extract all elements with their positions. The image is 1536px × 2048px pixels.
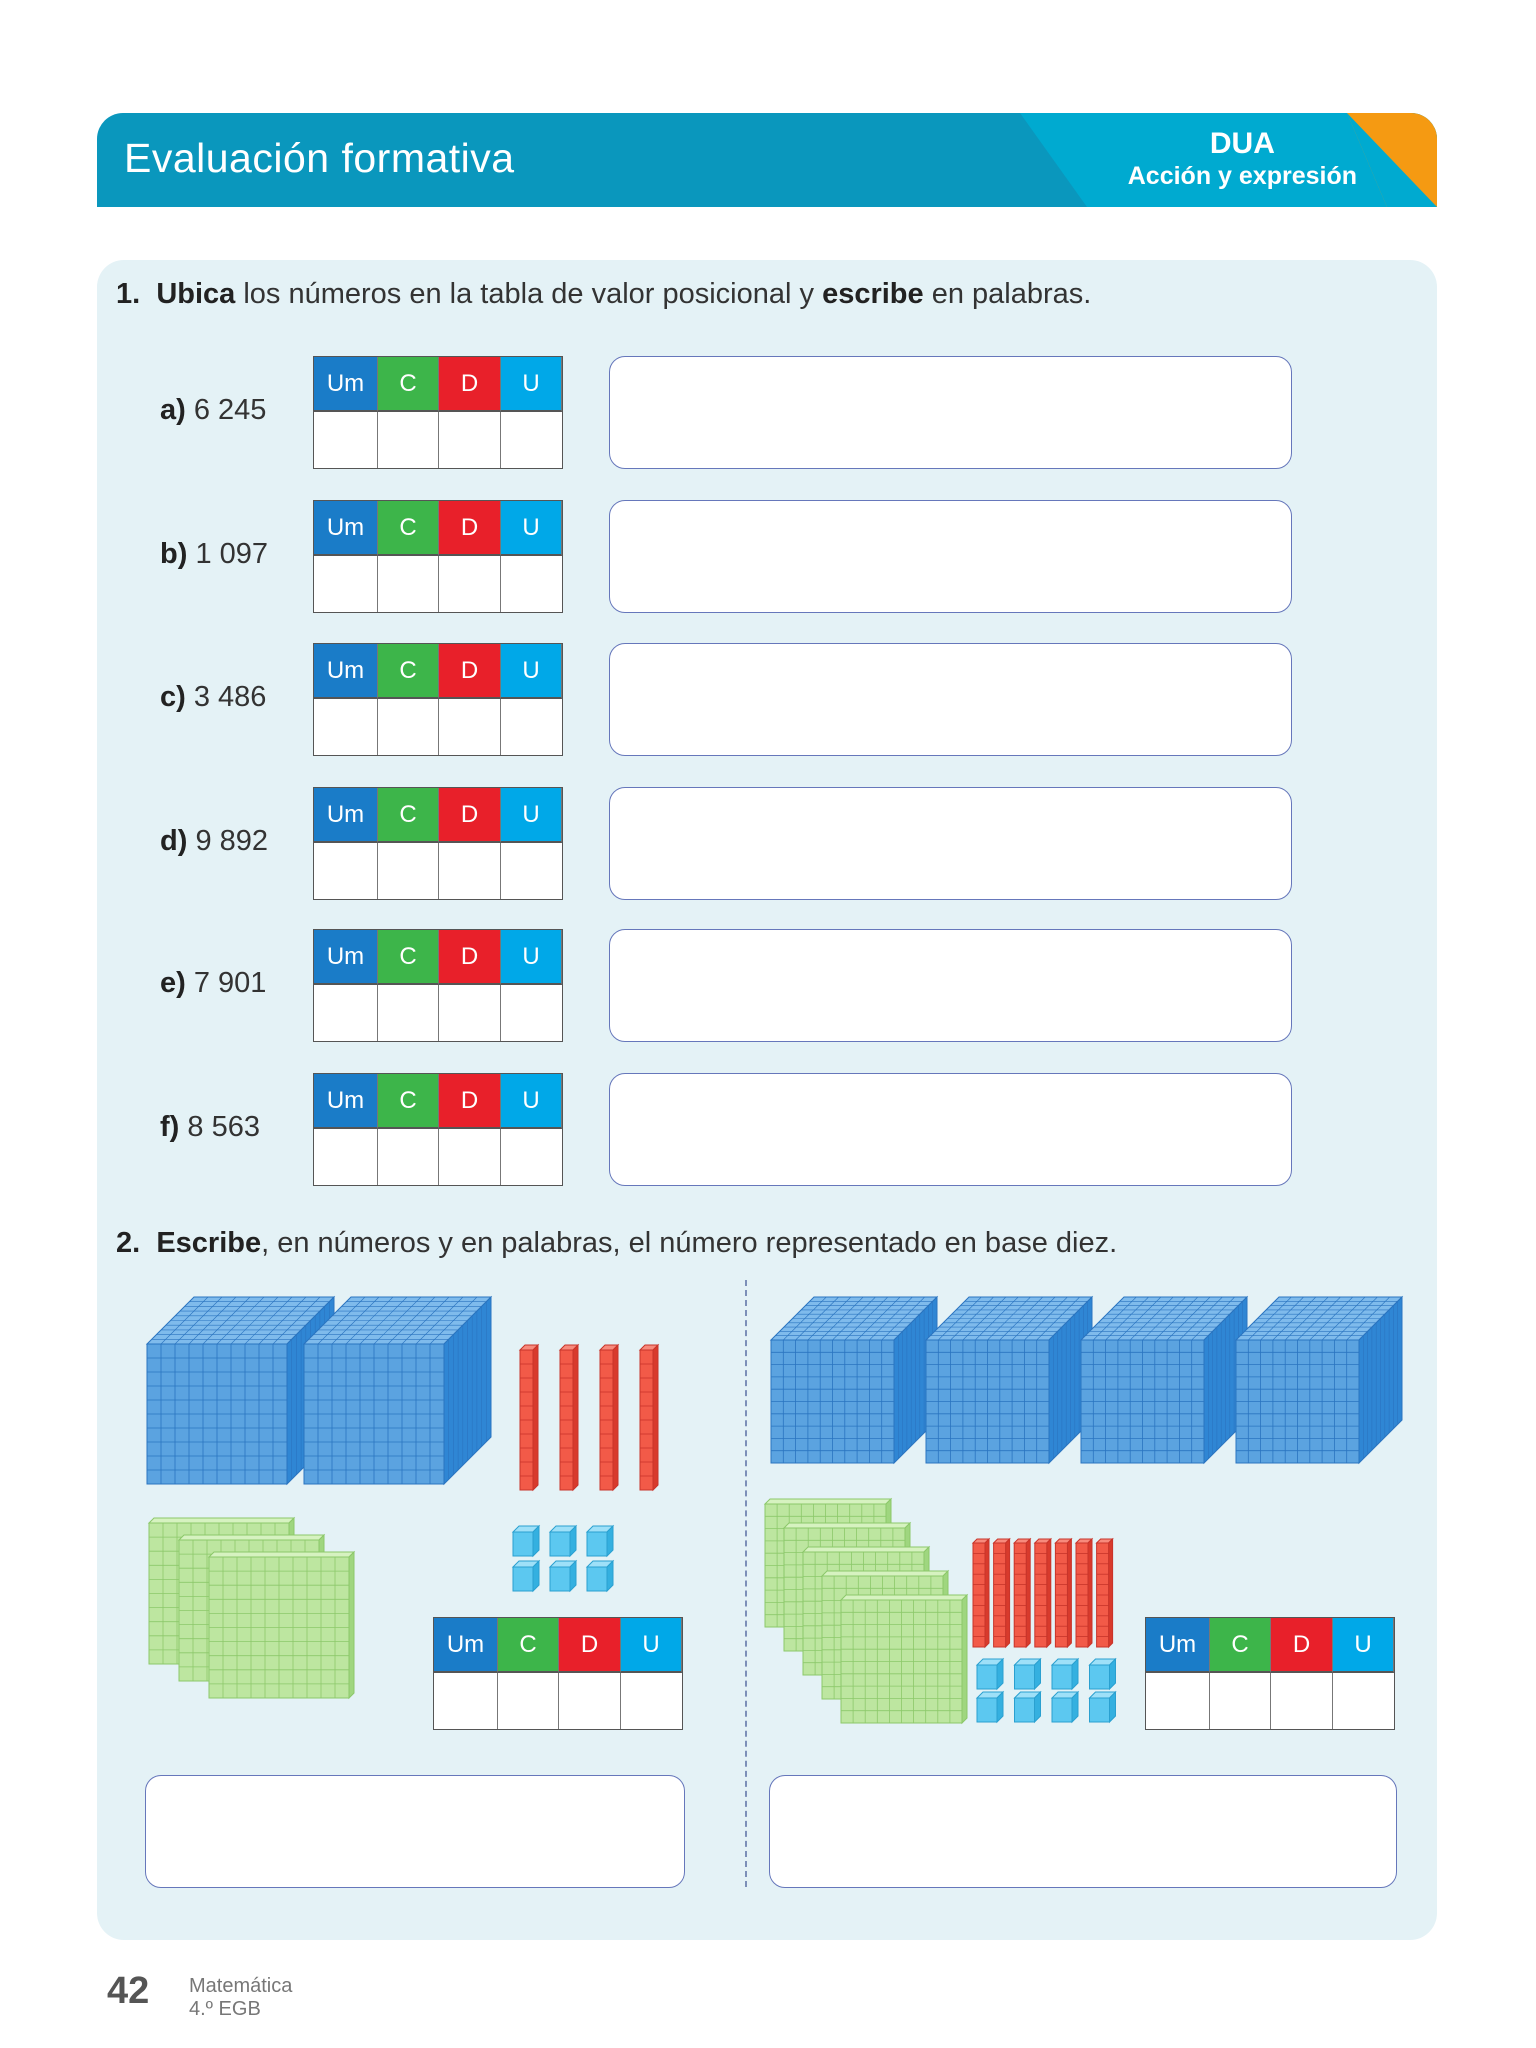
footer-grade: 4.º EGB — [189, 1998, 261, 2020]
badge-background — [1020, 113, 1437, 207]
digit-cell[interactable] — [378, 412, 439, 468]
column-header: Um — [314, 1074, 378, 1129]
column-header: Um — [1146, 1618, 1210, 1673]
answer-box[interactable] — [609, 929, 1292, 1042]
digit-cell[interactable] — [378, 699, 439, 755]
column-header: U — [501, 1074, 562, 1129]
column-header: Um — [314, 930, 378, 985]
place-value-table-right: Um C D U — [1145, 1617, 1395, 1730]
digit-cell[interactable] — [501, 412, 562, 468]
badge-subtitle: Acción y expresión — [1127, 162, 1357, 190]
column-header: D — [439, 930, 501, 985]
answer-box[interactable] — [609, 787, 1292, 900]
digit-cell[interactable] — [378, 985, 439, 1041]
digit-cell[interactable] — [439, 412, 501, 468]
column-header: C — [378, 1074, 439, 1129]
column-header: C — [378, 501, 439, 556]
digit-cell[interactable] — [501, 556, 562, 612]
digit-cell[interactable] — [378, 556, 439, 612]
item-label: b) 1 097 — [160, 538, 269, 570]
section-header: Evaluación formativa DUA Acción y expres… — [97, 113, 1437, 207]
digit-cell[interactable] — [501, 699, 562, 755]
place-value-table: Um C D U — [313, 929, 563, 1042]
digit-cell[interactable] — [501, 985, 562, 1041]
column-header: D — [439, 1074, 501, 1129]
digit-cell[interactable] — [559, 1673, 621, 1729]
column-header: C — [1210, 1618, 1271, 1673]
column-header: C — [498, 1618, 559, 1673]
item-label: c) 3 486 — [160, 681, 267, 713]
question-2: 2. Escribe, en números y en palabras, el… — [116, 1227, 1118, 1259]
column-header: C — [378, 357, 439, 412]
digit-cell[interactable] — [498, 1673, 559, 1729]
place-value-table-left: Um C D U — [433, 1617, 683, 1730]
digit-cell[interactable] — [314, 556, 378, 612]
column-header: U — [501, 930, 562, 985]
column-header: U — [621, 1618, 682, 1673]
item-label: f) 8 563 — [160, 1111, 260, 1143]
column-header: D — [439, 501, 501, 556]
digit-cell[interactable] — [1146, 1673, 1210, 1729]
digit-cell[interactable] — [314, 699, 378, 755]
digit-cell[interactable] — [439, 843, 501, 899]
digit-cell[interactable] — [314, 1129, 378, 1185]
column-header: D — [439, 788, 501, 843]
digit-cell[interactable] — [1333, 1673, 1394, 1729]
place-value-table: Um C D U — [313, 356, 563, 469]
digit-cell[interactable] — [501, 843, 562, 899]
footer-subject: Matemática — [189, 1975, 293, 1997]
column-header: D — [439, 644, 501, 699]
digit-cell[interactable] — [439, 556, 501, 612]
column-header: U — [501, 644, 562, 699]
digit-cell[interactable] — [439, 1129, 501, 1185]
column-header: Um — [314, 788, 378, 843]
column-header: D — [1271, 1618, 1333, 1673]
item-label: e) 7 901 — [160, 967, 267, 999]
answer-box-right[interactable] — [769, 1775, 1397, 1888]
column-header: Um — [314, 644, 378, 699]
column-header: C — [378, 644, 439, 699]
place-value-table: Um C D U — [313, 643, 563, 756]
answer-box-left[interactable] — [145, 1775, 685, 1888]
divider — [745, 1280, 747, 1887]
digit-cell[interactable] — [439, 699, 501, 755]
digit-cell[interactable] — [314, 985, 378, 1041]
answer-box[interactable] — [609, 643, 1292, 756]
column-header: Um — [434, 1618, 498, 1673]
column-header: U — [1333, 1618, 1394, 1673]
digit-cell[interactable] — [434, 1673, 498, 1729]
dua-badge: DUA Acción y expresión — [1128, 127, 1357, 191]
column-header: U — [501, 357, 562, 412]
digit-cell[interactable] — [621, 1673, 682, 1729]
column-header: U — [501, 788, 562, 843]
answer-box[interactable] — [609, 1073, 1292, 1186]
column-header: Um — [314, 501, 378, 556]
column-header: Um — [314, 357, 378, 412]
item-label: a) 6 245 — [160, 394, 267, 426]
answer-box[interactable] — [609, 500, 1292, 613]
page-number: 42 — [107, 1970, 150, 2012]
digit-cell[interactable] — [378, 1129, 439, 1185]
column-header: D — [439, 357, 501, 412]
page-title: Evaluación formativa — [124, 135, 515, 181]
digit-cell[interactable] — [314, 843, 378, 899]
digit-cell[interactable] — [501, 1129, 562, 1185]
digit-cell[interactable] — [1271, 1673, 1333, 1729]
place-value-table: Um C D U — [313, 1073, 563, 1186]
digit-cell[interactable] — [314, 412, 378, 468]
column-header: C — [378, 930, 439, 985]
place-value-table: Um C D U — [313, 500, 563, 613]
place-value-table: Um C D U — [313, 787, 563, 900]
column-header: C — [378, 788, 439, 843]
badge-title: DUA — [1209, 127, 1275, 160]
column-header: U — [501, 501, 562, 556]
digit-cell[interactable] — [1210, 1673, 1271, 1729]
question-1: 1. Ubica los números en la tabla de valo… — [116, 278, 1092, 310]
digit-cell[interactable] — [439, 985, 501, 1041]
answer-box[interactable] — [609, 356, 1292, 469]
item-label: d) 9 892 — [160, 825, 269, 857]
digit-cell[interactable] — [378, 843, 439, 899]
column-header: D — [559, 1618, 621, 1673]
